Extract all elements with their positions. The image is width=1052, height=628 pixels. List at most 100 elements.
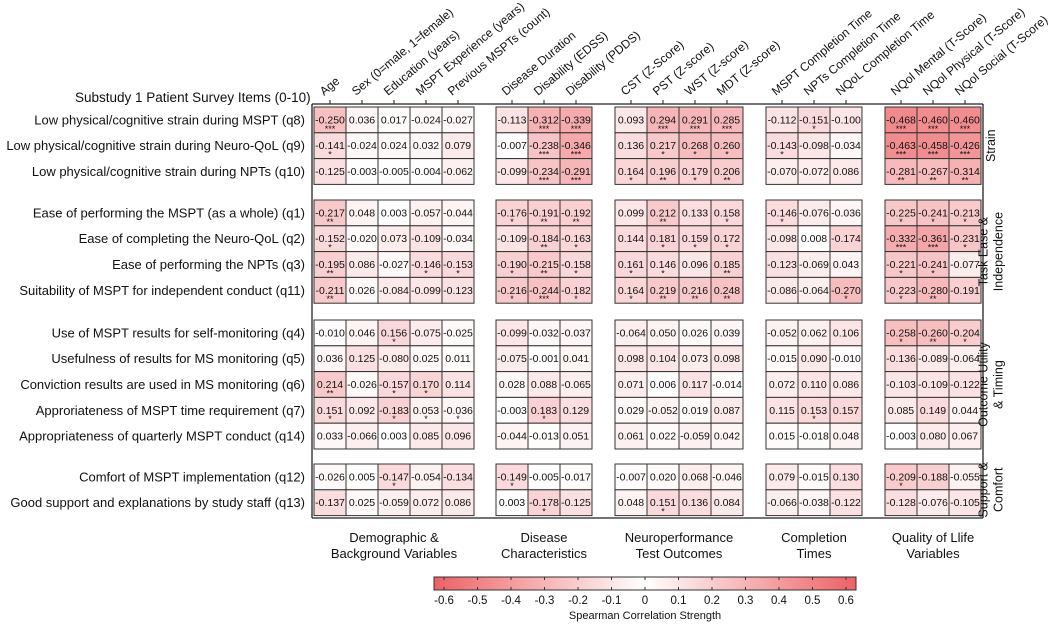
heatmap-cell (527, 251, 561, 278)
significance-stars: * (661, 268, 665, 278)
cell-value: 0.106 (833, 327, 859, 339)
significance-stars: * (574, 294, 578, 304)
heatmap-cell (948, 345, 982, 373)
heatmap-cell (559, 158, 593, 185)
heatmap-cell (527, 396, 561, 424)
cell-value: -0.076 (799, 207, 829, 219)
cell-value: -0.267 (918, 166, 948, 178)
significance-stars: *** (896, 150, 907, 160)
heatmap-cell (441, 132, 475, 160)
cell-value: -0.184 (529, 233, 559, 245)
heatmap-cell (409, 463, 443, 491)
heatmap-cell (829, 158, 863, 185)
cell-value: 0.294 (650, 114, 676, 126)
colorbar-tick-label: 0.1 (670, 595, 686, 607)
significance-stars: * (931, 217, 935, 227)
cell-value: -0.036 (831, 207, 861, 219)
cell-value: 0.151 (317, 405, 343, 417)
significance-stars: *** (571, 175, 582, 185)
cell-value: -0.086 (767, 285, 797, 297)
cell-value: -0.191 (950, 285, 980, 297)
column-group-label: Characteristics (501, 546, 587, 561)
cell-value: -0.361 (918, 233, 948, 245)
significance-stars: * (661, 507, 665, 517)
significance-stars: * (963, 337, 967, 347)
heatmap-cell (646, 489, 680, 517)
significance-stars: *** (571, 150, 582, 160)
heatmap-cell (797, 422, 831, 450)
heatmap-cell (948, 158, 982, 185)
cell-value: 0.181 (650, 233, 676, 245)
heatmap-cell (377, 396, 411, 424)
significance-stars: ** (929, 337, 937, 347)
significance-stars: *** (571, 124, 582, 134)
column-group-label: Quality of Llife (892, 530, 974, 545)
cell-value: -0.075 (497, 353, 527, 365)
cell-value: 0.025 (349, 497, 375, 509)
heatmap-cell (313, 489, 347, 517)
heatmap-cell (646, 422, 680, 450)
cell-value: -0.084 (379, 285, 409, 297)
cell-value: 0.260 (714, 140, 740, 152)
cell-value: 0.072 (769, 379, 795, 391)
significance-stars: *** (539, 150, 550, 160)
cell-value: 0.110 (801, 379, 827, 391)
cell-value: 0.048 (833, 431, 859, 443)
significance-stars: * (510, 481, 514, 491)
heatmap-cell (441, 251, 475, 278)
significance-stars: * (725, 150, 729, 160)
heatmap-cell (441, 106, 475, 134)
row-label: Low physical/cognitive strain during MSP… (34, 112, 305, 127)
cell-value: -0.221 (886, 259, 916, 271)
significance-stars: *** (896, 243, 907, 253)
heatmap-cell (345, 345, 379, 373)
significance-stars: ** (723, 294, 731, 304)
cell-value: 0.029 (618, 405, 644, 417)
column-header: Age (317, 74, 343, 99)
cell-value: 0.032 (413, 140, 439, 152)
cell-value: -0.183 (379, 405, 409, 417)
heatmap-cell (614, 345, 648, 373)
cell-value: 0.104 (650, 353, 676, 365)
heatmap-cell (884, 251, 918, 278)
significance-stars: ** (723, 268, 731, 278)
significance-stars: ** (961, 175, 969, 185)
cell-value: -0.280 (918, 285, 948, 297)
heatmap-cell (614, 276, 648, 304)
heatmap-cell (313, 371, 347, 398)
heatmap-cell (409, 345, 443, 373)
cell-value: 0.039 (714, 327, 740, 339)
cell-value: -0.059 (379, 497, 409, 509)
cell-value: 0.080 (920, 431, 946, 443)
significance-stars: *** (539, 175, 550, 185)
heatmap-cell (710, 463, 744, 491)
cell-value: 0.062 (801, 327, 827, 339)
cell-value: -0.099 (497, 166, 527, 178)
significance-stars: * (629, 175, 633, 185)
cell-value: 0.051 (563, 431, 589, 443)
heatmap-cell (345, 463, 379, 491)
cell-value: -0.099 (411, 285, 441, 297)
significance-stars: * (661, 150, 665, 160)
significance-stars: *** (928, 150, 939, 160)
row-label: Comfort of MSPT implementation (q12) (79, 469, 305, 484)
significance-stars: * (963, 243, 967, 253)
cell-value: 0.086 (833, 166, 859, 178)
heatmap-cell (797, 251, 831, 278)
significance-stars: * (693, 175, 697, 185)
cell-value: 0.149 (920, 405, 946, 417)
significance-stars: *** (960, 150, 971, 160)
significance-stars: ** (326, 268, 334, 278)
row-label: Low physical/cognitive strain during NPT… (32, 164, 305, 179)
row-group-label: Task Ease & (977, 216, 991, 286)
colorbar-tick-label: 0.6 (838, 595, 854, 607)
heatmap-cell (884, 132, 918, 160)
cell-value: 0.017 (381, 114, 407, 126)
cell-value: 0.130 (833, 471, 859, 483)
heatmap-cell (377, 106, 411, 134)
cell-value: -0.003 (497, 405, 527, 417)
cell-value: -0.070 (767, 166, 797, 178)
cell-value: -0.007 (616, 471, 646, 483)
cell-value: -0.066 (347, 431, 377, 443)
cell-value: -0.346 (561, 140, 591, 152)
